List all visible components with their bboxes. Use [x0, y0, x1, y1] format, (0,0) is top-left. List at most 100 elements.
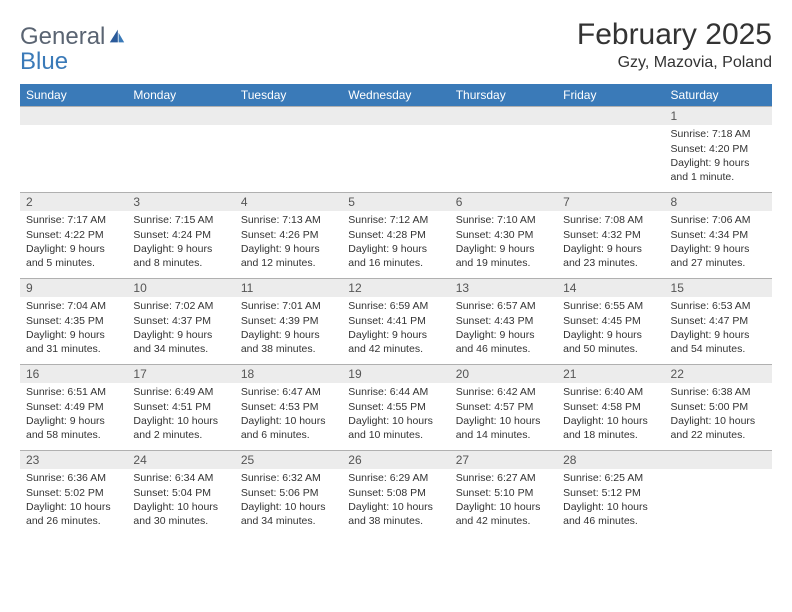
calendar-cell [665, 451, 772, 537]
calendar-cell: 22Sunrise: 6:38 AMSunset: 5:00 PMDayligh… [665, 365, 772, 451]
day-number: 11 [235, 279, 342, 297]
day-number: 26 [342, 451, 449, 469]
calendar-cell: 1Sunrise: 7:18 AMSunset: 4:20 PMDaylight… [665, 107, 772, 193]
day-number: 19 [342, 365, 449, 383]
calendar-cell [557, 107, 664, 193]
day-number [557, 107, 664, 125]
day-number [665, 451, 772, 469]
calendar-cell: 14Sunrise: 6:55 AMSunset: 4:45 PMDayligh… [557, 279, 664, 365]
day-number: 22 [665, 365, 772, 383]
day-number: 20 [450, 365, 557, 383]
day-data: Sunrise: 6:57 AMSunset: 4:43 PMDaylight:… [450, 297, 557, 362]
day-data: Sunrise: 7:01 AMSunset: 4:39 PMDaylight:… [235, 297, 342, 362]
calendar-cell: 23Sunrise: 6:36 AMSunset: 5:02 PMDayligh… [20, 451, 127, 537]
day-number: 25 [235, 451, 342, 469]
calendar-cell: 26Sunrise: 6:29 AMSunset: 5:08 PMDayligh… [342, 451, 449, 537]
logo-text-blue: Blue [20, 48, 68, 75]
weekday-header: Tuesday [235, 84, 342, 107]
calendar-cell: 15Sunrise: 6:53 AMSunset: 4:47 PMDayligh… [665, 279, 772, 365]
calendar-cell: 8Sunrise: 7:06 AMSunset: 4:34 PMDaylight… [665, 193, 772, 279]
day-number: 12 [342, 279, 449, 297]
weekday-header: Monday [127, 84, 234, 107]
calendar-cell: 11Sunrise: 7:01 AMSunset: 4:39 PMDayligh… [235, 279, 342, 365]
weekday-header: Saturday [665, 84, 772, 107]
day-number: 1 [665, 107, 772, 125]
day-data: Sunrise: 7:10 AMSunset: 4:30 PMDaylight:… [450, 211, 557, 276]
day-number [450, 107, 557, 125]
calendar-cell: 24Sunrise: 6:34 AMSunset: 5:04 PMDayligh… [127, 451, 234, 537]
day-data: Sunrise: 6:40 AMSunset: 4:58 PMDaylight:… [557, 383, 664, 448]
day-number [127, 107, 234, 125]
day-data: Sunrise: 6:29 AMSunset: 5:08 PMDaylight:… [342, 469, 449, 534]
calendar-week-row: 16Sunrise: 6:51 AMSunset: 4:49 PMDayligh… [20, 365, 772, 451]
day-number: 17 [127, 365, 234, 383]
day-data: Sunrise: 6:53 AMSunset: 4:47 PMDaylight:… [665, 297, 772, 362]
day-data: Sunrise: 6:36 AMSunset: 5:02 PMDaylight:… [20, 469, 127, 534]
day-data: Sunrise: 6:27 AMSunset: 5:10 PMDaylight:… [450, 469, 557, 534]
day-number: 28 [557, 451, 664, 469]
calendar-cell: 16Sunrise: 6:51 AMSunset: 4:49 PMDayligh… [20, 365, 127, 451]
calendar-cell: 19Sunrise: 6:44 AMSunset: 4:55 PMDayligh… [342, 365, 449, 451]
day-data [557, 125, 664, 133]
day-data: Sunrise: 6:38 AMSunset: 5:00 PMDaylight:… [665, 383, 772, 448]
day-number: 14 [557, 279, 664, 297]
calendar-cell [20, 107, 127, 193]
calendar-table: SundayMondayTuesdayWednesdayThursdayFrid… [20, 84, 772, 537]
calendar-cell: 18Sunrise: 6:47 AMSunset: 4:53 PMDayligh… [235, 365, 342, 451]
day-data: Sunrise: 6:42 AMSunset: 4:57 PMDaylight:… [450, 383, 557, 448]
calendar-cell: 9Sunrise: 7:04 AMSunset: 4:35 PMDaylight… [20, 279, 127, 365]
day-number: 16 [20, 365, 127, 383]
day-data: Sunrise: 6:51 AMSunset: 4:49 PMDaylight:… [20, 383, 127, 448]
calendar-cell [235, 107, 342, 193]
calendar-cell: 4Sunrise: 7:13 AMSunset: 4:26 PMDaylight… [235, 193, 342, 279]
calendar-cell [127, 107, 234, 193]
day-number: 8 [665, 193, 772, 211]
day-data: Sunrise: 7:06 AMSunset: 4:34 PMDaylight:… [665, 211, 772, 276]
day-data: Sunrise: 7:15 AMSunset: 4:24 PMDaylight:… [127, 211, 234, 276]
day-data: Sunrise: 7:02 AMSunset: 4:37 PMDaylight:… [127, 297, 234, 362]
day-number: 15 [665, 279, 772, 297]
day-data: Sunrise: 6:34 AMSunset: 5:04 PMDaylight:… [127, 469, 234, 534]
day-data: Sunrise: 6:49 AMSunset: 4:51 PMDaylight:… [127, 383, 234, 448]
day-data: Sunrise: 7:13 AMSunset: 4:26 PMDaylight:… [235, 211, 342, 276]
header: GeneralBlue February 2025 Gzy, Mazovia, … [20, 18, 772, 74]
day-data: Sunrise: 6:25 AMSunset: 5:12 PMDaylight:… [557, 469, 664, 534]
weekday-header: Thursday [450, 84, 557, 107]
day-data: Sunrise: 7:17 AMSunset: 4:22 PMDaylight:… [20, 211, 127, 276]
day-data: Sunrise: 7:18 AMSunset: 4:20 PMDaylight:… [665, 125, 772, 190]
day-number: 27 [450, 451, 557, 469]
weekday-header: Friday [557, 84, 664, 107]
day-number: 13 [450, 279, 557, 297]
day-data [342, 125, 449, 133]
calendar-week-row: 23Sunrise: 6:36 AMSunset: 5:02 PMDayligh… [20, 451, 772, 537]
day-data: Sunrise: 7:08 AMSunset: 4:32 PMDaylight:… [557, 211, 664, 276]
calendar-cell: 10Sunrise: 7:02 AMSunset: 4:37 PMDayligh… [127, 279, 234, 365]
day-number: 24 [127, 451, 234, 469]
calendar-cell: 12Sunrise: 6:59 AMSunset: 4:41 PMDayligh… [342, 279, 449, 365]
calendar-cell [450, 107, 557, 193]
day-number: 23 [20, 451, 127, 469]
calendar-header-row: SundayMondayTuesdayWednesdayThursdayFrid… [20, 84, 772, 107]
day-data [235, 125, 342, 133]
calendar-cell: 27Sunrise: 6:27 AMSunset: 5:10 PMDayligh… [450, 451, 557, 537]
day-number: 18 [235, 365, 342, 383]
day-data: Sunrise: 7:04 AMSunset: 4:35 PMDaylight:… [20, 297, 127, 362]
day-data: Sunrise: 6:55 AMSunset: 4:45 PMDaylight:… [557, 297, 664, 362]
logo: GeneralBlue [20, 24, 127, 74]
location: Gzy, Mazovia, Poland [577, 54, 772, 72]
day-number: 21 [557, 365, 664, 383]
logo-sail-icon [107, 24, 127, 49]
logo-text-general: General [20, 23, 105, 50]
day-number: 6 [450, 193, 557, 211]
day-number [342, 107, 449, 125]
day-number: 7 [557, 193, 664, 211]
day-number: 2 [20, 193, 127, 211]
day-number [20, 107, 127, 125]
day-number: 4 [235, 193, 342, 211]
title-block: February 2025 Gzy, Mazovia, Poland [577, 18, 772, 72]
calendar-cell: 2Sunrise: 7:17 AMSunset: 4:22 PMDaylight… [20, 193, 127, 279]
calendar-week-row: 2Sunrise: 7:17 AMSunset: 4:22 PMDaylight… [20, 193, 772, 279]
calendar-cell: 21Sunrise: 6:40 AMSunset: 4:58 PMDayligh… [557, 365, 664, 451]
weekday-header: Wednesday [342, 84, 449, 107]
calendar-cell: 20Sunrise: 6:42 AMSunset: 4:57 PMDayligh… [450, 365, 557, 451]
